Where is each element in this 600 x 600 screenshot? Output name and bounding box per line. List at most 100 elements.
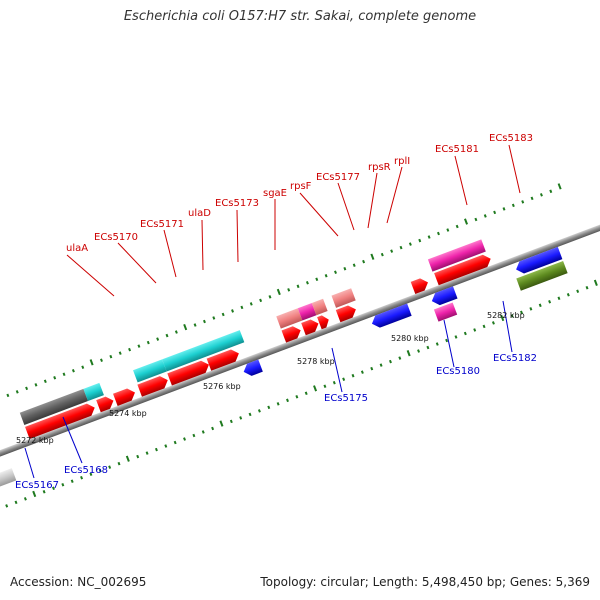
gene-label-top[interactable]: ECs5170 xyxy=(94,232,138,243)
minor-tick xyxy=(62,372,66,377)
minor-tick xyxy=(427,235,431,239)
minor-tick xyxy=(81,365,85,369)
minor-tick xyxy=(165,333,169,338)
cds-arrow[interactable] xyxy=(335,303,358,323)
minor-tick xyxy=(566,293,570,297)
minor-tick xyxy=(257,409,261,413)
gene-ulaD[interactable] xyxy=(133,359,167,383)
gene-label-top[interactable]: rpsF xyxy=(290,181,312,192)
gene-label-bottom[interactable]: ECs5175 xyxy=(324,393,368,404)
gene-ECs5175[interactable] xyxy=(241,359,263,378)
major-tick xyxy=(500,314,505,322)
cds-arrow[interactable] xyxy=(137,374,170,397)
minor-tick xyxy=(117,461,121,466)
minor-tick xyxy=(145,451,149,455)
gene-label-bottom[interactable]: ECs5168 xyxy=(64,465,108,476)
gene-rpsF[interactable] xyxy=(276,308,303,329)
minor-tick xyxy=(276,402,280,406)
gene-rplI[interactable] xyxy=(331,288,356,308)
minor-tick xyxy=(323,384,327,388)
major-tick xyxy=(313,385,318,392)
minor-tick xyxy=(549,189,553,194)
cds-arrow-reverse[interactable] xyxy=(430,286,458,307)
minor-tick xyxy=(351,373,355,378)
gene-ECs5182[interactable] xyxy=(433,302,458,322)
minor-tick xyxy=(576,289,580,293)
gene-olive[interactable] xyxy=(516,260,568,291)
gene-label-bottom[interactable]: ECs5182 xyxy=(493,353,537,364)
bottom-gene-labels: ECs5167 ECs5168 ECs5175 ECs5180 ECs5182 xyxy=(15,353,537,491)
minor-tick xyxy=(61,482,65,487)
minor-tick xyxy=(296,284,300,289)
minor-tick xyxy=(98,468,102,473)
cds-arrow[interactable] xyxy=(96,394,116,413)
major-tick xyxy=(406,350,411,357)
gene-label-top[interactable]: rpsR xyxy=(368,162,391,173)
minor-tick xyxy=(137,344,141,348)
minor-tick xyxy=(211,426,215,431)
gene-label-top[interactable]: ECs5171 xyxy=(140,219,184,230)
minor-tick xyxy=(529,307,533,311)
minor-tick xyxy=(304,391,308,396)
minor-tick xyxy=(128,347,132,352)
minor-tick xyxy=(437,231,440,236)
genome-summary-text: Topology: circular; Length: 5,498,450 bp… xyxy=(260,575,590,589)
cds-arrow[interactable] xyxy=(206,347,242,371)
inner-tick-row xyxy=(5,279,598,508)
gene-ECs5173[interactable] xyxy=(162,330,245,372)
minor-tick xyxy=(446,228,450,232)
gene-label-top[interactable]: ECs5177 xyxy=(316,172,360,183)
gene-rpsR[interactable] xyxy=(311,298,328,316)
minor-tick xyxy=(70,479,74,483)
cds-arrow[interactable] xyxy=(434,253,493,286)
gene-ECs5177[interactable] xyxy=(297,303,317,321)
minor-tick xyxy=(426,345,430,350)
major-tick xyxy=(593,279,598,286)
major-tick xyxy=(32,490,37,498)
minor-tick xyxy=(15,390,19,394)
minor-tick xyxy=(454,335,458,339)
gene-ECs5170[interactable] xyxy=(83,382,104,402)
cds-arrow[interactable] xyxy=(113,386,137,406)
major-tick xyxy=(370,253,375,260)
minor-tick xyxy=(482,324,486,329)
minor-tick xyxy=(43,379,47,384)
cds-arrow[interactable] xyxy=(167,359,211,386)
rotated-map-frame xyxy=(0,183,600,508)
gene-ECs5183[interactable] xyxy=(427,239,486,272)
scale-labels: 5272 kbp 5274 kbp 5276 kbp 5278 kbp 5280… xyxy=(16,311,525,445)
gene-label-top[interactable]: sgaE xyxy=(263,188,287,199)
minor-tick xyxy=(164,444,168,448)
cds-arrow-reverse[interactable] xyxy=(514,246,563,276)
gene-label-bottom[interactable]: ECs5180 xyxy=(436,366,480,377)
minor-tick xyxy=(287,288,291,292)
reverse-outer-track xyxy=(0,260,568,499)
minor-tick xyxy=(502,207,506,211)
gene-label-top[interactable]: ECs5173 xyxy=(215,198,259,209)
minor-tick xyxy=(6,393,10,398)
cds-arrow[interactable] xyxy=(25,402,97,440)
minor-tick xyxy=(229,419,233,424)
minor-tick xyxy=(483,214,487,218)
minor-tick xyxy=(510,314,514,318)
gene-label-top[interactable]: ulaA xyxy=(66,243,88,254)
gene-ECs5168[interactable] xyxy=(0,468,17,499)
gene-label-top[interactable]: ECs5183 xyxy=(489,133,533,144)
bottom-leader-lines xyxy=(24,300,513,479)
minor-tick xyxy=(146,340,150,345)
gene-label-bottom[interactable]: ECs5167 xyxy=(15,480,59,491)
major-tick xyxy=(276,288,281,296)
minor-tick xyxy=(511,203,515,208)
cds-arrow[interactable] xyxy=(410,276,431,295)
cds-arrow[interactable] xyxy=(281,324,303,343)
gene-ulaA[interactable] xyxy=(19,388,88,425)
gene-label-top[interactable]: rplI xyxy=(394,156,410,167)
cds-arrow[interactable] xyxy=(317,314,331,330)
minor-tick xyxy=(53,376,57,380)
minor-tick xyxy=(474,217,478,222)
gene-label-top[interactable]: ECs5181 xyxy=(435,144,479,155)
gene-label-top[interactable]: ulaD xyxy=(188,208,211,219)
gene-ECs5180[interactable] xyxy=(370,303,412,330)
cds-arrow[interactable] xyxy=(301,317,321,336)
minor-tick xyxy=(388,359,392,364)
